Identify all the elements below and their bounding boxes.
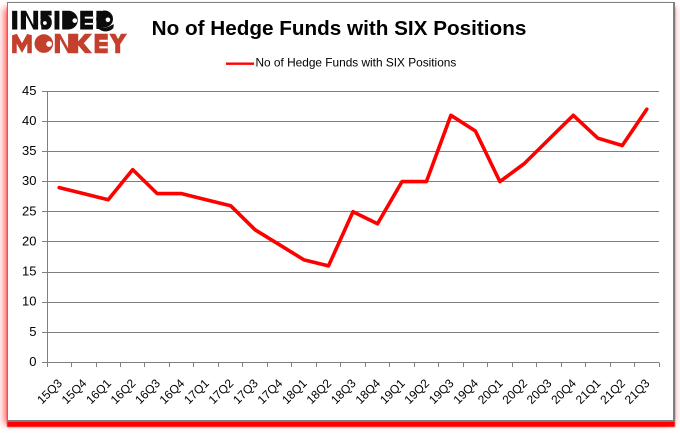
svg-text:15Q3: 15Q3 (34, 376, 65, 407)
svg-text:19Q1: 19Q1 (377, 376, 408, 407)
svg-text:10: 10 (22, 294, 36, 309)
svg-text:16Q4: 16Q4 (157, 376, 188, 407)
svg-text:17Q4: 17Q4 (255, 376, 286, 407)
svg-text:No of Hedge Funds with SIX Pos: No of Hedge Funds with SIX Positions (256, 55, 457, 69)
svg-text:21Q3: 21Q3 (622, 376, 653, 407)
svg-text:19Q3: 19Q3 (426, 376, 457, 407)
svg-text:18Q1: 18Q1 (279, 376, 310, 407)
svg-text:17Q3: 17Q3 (230, 376, 261, 407)
svg-text:15: 15 (22, 264, 36, 279)
svg-text:No of Hedge Funds with SIX Pos: No of Hedge Funds with SIX Positions (152, 17, 527, 40)
svg-text:40: 40 (22, 113, 36, 128)
svg-text:16Q3: 16Q3 (132, 376, 163, 407)
svg-text:30: 30 (22, 173, 36, 188)
svg-text:19Q2: 19Q2 (401, 376, 432, 407)
svg-text:21Q2: 21Q2 (597, 376, 628, 407)
svg-text:20Q2: 20Q2 (499, 376, 530, 407)
svg-text:18Q2: 18Q2 (304, 376, 335, 407)
svg-text:45: 45 (22, 83, 36, 98)
svg-text:20Q1: 20Q1 (475, 376, 506, 407)
svg-text:17Q2: 17Q2 (206, 376, 237, 407)
svg-text:19Q4: 19Q4 (450, 376, 481, 407)
svg-text:15Q4: 15Q4 (59, 376, 90, 407)
svg-text:5: 5 (29, 324, 36, 339)
svg-text:0: 0 (29, 354, 36, 369)
svg-text:21Q1: 21Q1 (573, 376, 604, 407)
svg-text:20Q3: 20Q3 (524, 376, 555, 407)
svg-text:18Q3: 18Q3 (328, 376, 359, 407)
svg-text:20Q4: 20Q4 (548, 376, 579, 407)
svg-text:25: 25 (22, 203, 36, 218)
svg-text:35: 35 (22, 143, 36, 158)
svg-text:18Q4: 18Q4 (353, 376, 384, 407)
svg-text:17Q1: 17Q1 (181, 376, 212, 407)
svg-text:16Q1: 16Q1 (83, 376, 114, 407)
svg-text:20: 20 (22, 233, 36, 248)
svg-text:16Q2: 16Q2 (108, 376, 139, 407)
